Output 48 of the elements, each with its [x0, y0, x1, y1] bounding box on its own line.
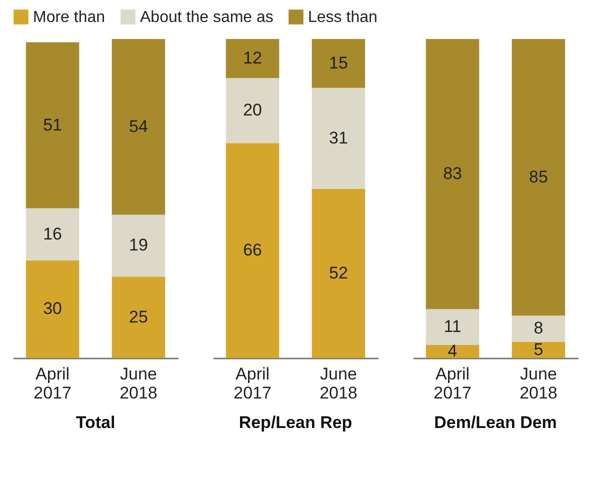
- legend-label: Less than: [308, 9, 378, 26]
- x-tick-label: June 2018: [320, 364, 358, 402]
- bar: [26, 42, 80, 208]
- data-label: 83: [443, 164, 462, 184]
- x-tick-label: April 2017: [34, 364, 72, 402]
- bar: [112, 39, 166, 215]
- data-label: 25: [129, 307, 148, 326]
- bar: [226, 143, 280, 358]
- data-label: 85: [529, 167, 548, 186]
- data-label: 52: [329, 263, 348, 282]
- data-label: 54: [129, 116, 148, 136]
- bar: [226, 78, 280, 144]
- text: Total: [76, 413, 116, 432]
- text: Rep/Lean Rep: [238, 413, 352, 432]
- data-label: 20: [243, 100, 262, 120]
- text: Dem/Lean Dem: [434, 413, 557, 432]
- data-label: 15: [329, 53, 348, 72]
- x-tick-label: April 2017: [434, 364, 472, 402]
- data-label: 16: [43, 224, 62, 244]
- data-label: 11: [444, 317, 462, 336]
- bar: [226, 39, 280, 78]
- bar: [312, 88, 366, 189]
- data-label: 51: [43, 115, 62, 134]
- bar: [26, 260, 80, 358]
- data-label: 12: [243, 48, 262, 68]
- data-label: 19: [129, 236, 148, 255]
- data-label: 8: [534, 318, 544, 338]
- data-label: 66: [243, 240, 262, 260]
- x-tick-label: April 2017: [234, 364, 272, 402]
- legend-label: More than: [33, 9, 106, 26]
- bar: [112, 214, 166, 277]
- bar: [512, 316, 566, 342]
- data-label: 5: [534, 340, 544, 359]
- bar: [26, 208, 80, 260]
- bar: [426, 344, 480, 358]
- data-label: 30: [43, 299, 62, 318]
- x-tick-label: June 2018: [520, 364, 558, 402]
- data-label: 31: [329, 128, 348, 148]
- bar: [312, 39, 366, 88]
- legend-label: About the same as: [140, 9, 274, 26]
- bar: [426, 309, 480, 345]
- bar: [426, 39, 480, 310]
- x-tick-label: June 2018: [120, 364, 158, 402]
- data-label: 4: [448, 341, 458, 360]
- bar: [512, 342, 566, 358]
- bar: [312, 188, 366, 358]
- bar: [112, 276, 166, 358]
- bar: [512, 39, 566, 316]
